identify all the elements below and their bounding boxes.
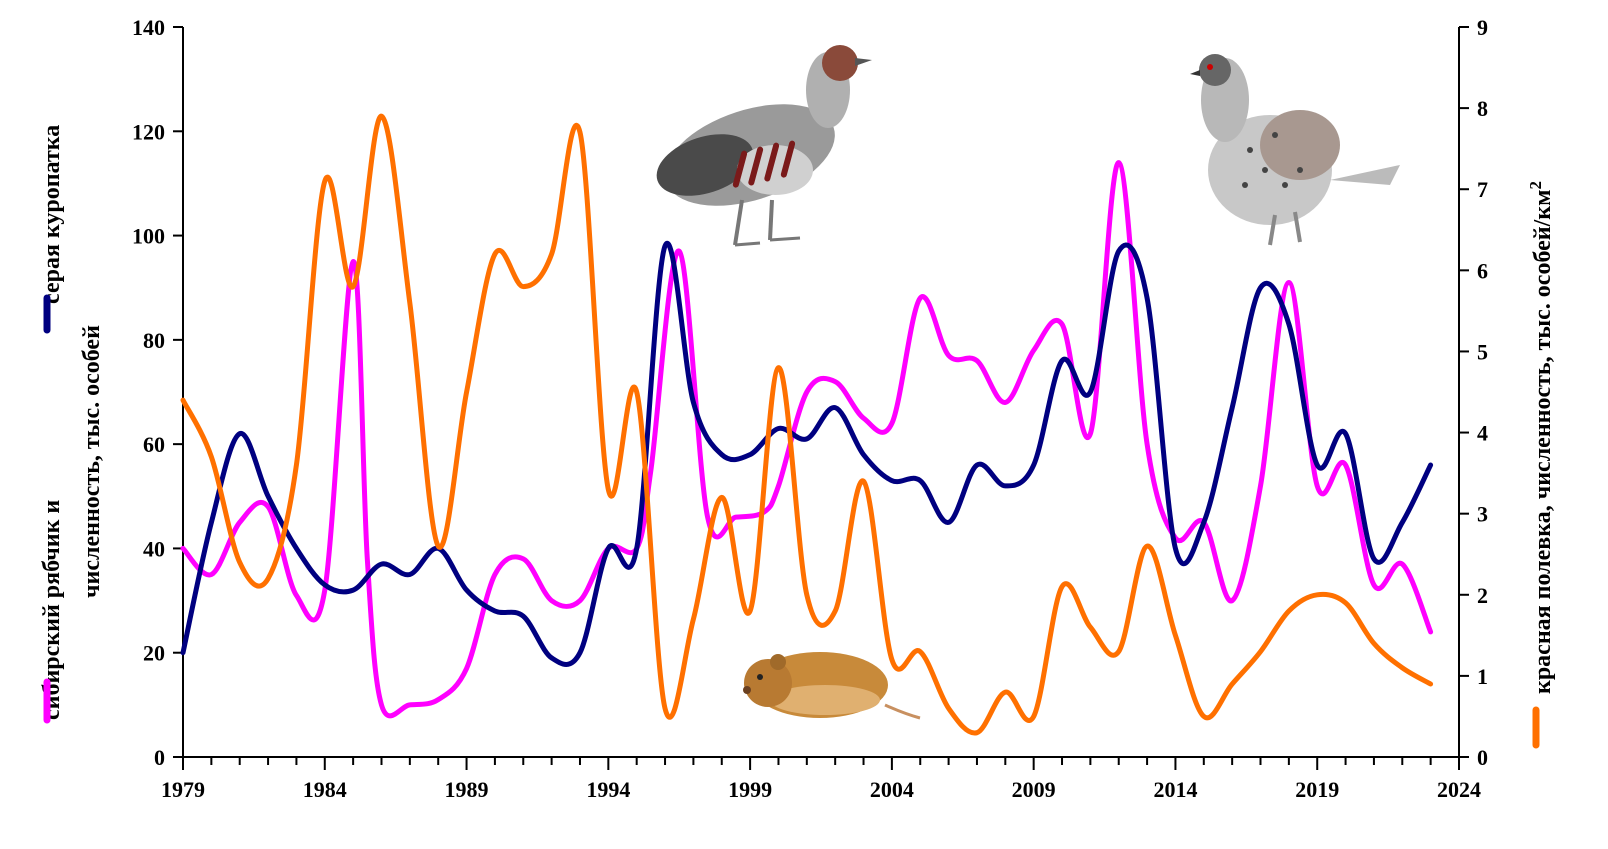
x-tick-label: 2009 <box>1012 777 1056 802</box>
y-right-tick-label: 4 <box>1477 421 1488 446</box>
x-tick-label: 1999 <box>728 777 772 802</box>
y-left-tick-label: 80 <box>143 328 165 353</box>
series-line-navy <box>180 240 1434 667</box>
right-axis-title-sup: 2 <box>1526 181 1545 190</box>
y-left-tick-label: 0 <box>154 745 165 770</box>
hazel-grouse-illustration <box>1190 54 1400 246</box>
y-right-tick-label: 6 <box>1477 258 1488 283</box>
y-left-tick-label: 120 <box>132 119 165 144</box>
series-layer <box>180 113 1434 736</box>
x-tick-label: 1994 <box>586 777 630 802</box>
y-right-tick-label: 5 <box>1477 339 1488 364</box>
left-axis-title-line1b: серая куропатка <box>39 125 65 304</box>
y-right-tick-label: 3 <box>1477 502 1488 527</box>
x-tick-label: 1979 <box>161 777 205 802</box>
x-tick-label: 2004 <box>870 777 914 802</box>
y-right-tick-label: 0 <box>1477 745 1488 770</box>
x-tick-label: 1984 <box>303 777 347 802</box>
right-axis-title-text: красная полевка, численность, тыс. особе… <box>1530 190 1556 694</box>
y-right-tick-label: 8 <box>1477 96 1488 121</box>
left-axis-title-line2: численность, тыс. особей <box>79 325 105 598</box>
y-left-tick-label: 100 <box>132 224 165 249</box>
right-axis-title: красная полевка, численность, тыс. особе… <box>1526 181 1556 694</box>
y-right-tick-label: 1 <box>1477 664 1488 689</box>
y-right-tick-label: 7 <box>1477 177 1488 202</box>
tick-labels: 1979 1984 1989 1994 1999 2004 2009 2014 2019 2024… <box>132 15 1488 802</box>
x-tick-label: 2024 <box>1437 777 1481 802</box>
left-axis-title-line1a: сибирский рябчик и <box>39 500 65 720</box>
y-left-tick-label: 40 <box>143 536 165 561</box>
y-right-tick-label: 2 <box>1477 583 1488 608</box>
grey-partridge-illustration <box>656 45 872 247</box>
ticks <box>173 26 1469 770</box>
y-right-tick-label: 9 <box>1477 15 1488 40</box>
axes <box>182 27 1460 758</box>
red-vole-illustration <box>743 652 921 720</box>
y-left-tick-label: 140 <box>132 15 165 40</box>
x-tick-label: 1989 <box>445 777 489 802</box>
right-axis-title-group: красная полевка, численность, тыс. особе… <box>1526 181 1556 749</box>
x-tick-label: 2019 <box>1295 777 1339 802</box>
y-left-tick-label: 20 <box>143 641 165 666</box>
left-axis-titles: сибирский рябчик и серая куропатка числе… <box>39 125 105 720</box>
series-line-orange <box>180 113 1434 736</box>
x-tick-label: 2014 <box>1153 777 1197 802</box>
y-left-tick-label: 60 <box>143 432 165 457</box>
